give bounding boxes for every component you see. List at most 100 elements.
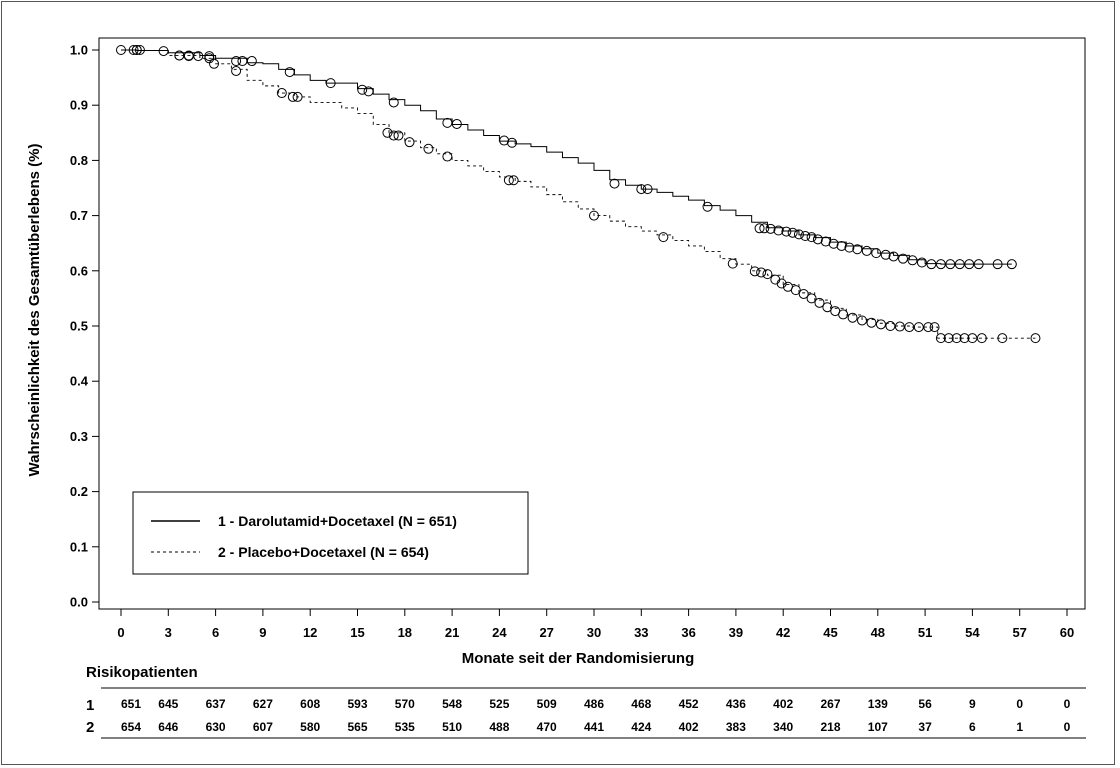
censor-mark xyxy=(935,333,946,344)
y-tick-label: 0.1 xyxy=(70,539,88,554)
censor-mark xyxy=(916,257,927,268)
legend-label-1: 1 - Darolutamid+Docetaxel (N = 651) xyxy=(218,513,457,529)
censor-mark xyxy=(806,293,817,304)
censor-mark xyxy=(404,137,415,148)
risk-value: 6 xyxy=(969,720,976,734)
risk-value: 486 xyxy=(584,697,604,711)
risk-value: 593 xyxy=(347,697,367,711)
censor-mark xyxy=(885,321,896,331)
risk-table-title: Risikopatienten xyxy=(86,664,198,681)
risk-value: 488 xyxy=(489,720,509,734)
censor-mark xyxy=(857,315,868,326)
x-tick-label: 30 xyxy=(587,625,601,640)
censor-mark xyxy=(793,229,804,240)
risk-value: 580 xyxy=(300,720,320,734)
censor-mark xyxy=(773,225,784,236)
censor-mark xyxy=(814,297,825,308)
risk-value: 107 xyxy=(868,720,888,734)
censor-mark xyxy=(727,258,738,269)
x-tick-label: 42 xyxy=(776,625,790,640)
risk-value: 436 xyxy=(726,697,746,711)
risk-value: 0 xyxy=(1016,697,1023,711)
censor-mark xyxy=(992,259,1003,270)
censor-mark xyxy=(926,259,937,270)
x-tick-label: 39 xyxy=(729,625,743,640)
censor-mark xyxy=(1030,333,1041,344)
censor-mark xyxy=(861,245,872,256)
y-tick-label: 0.8 xyxy=(70,153,88,168)
censor-mark xyxy=(844,242,855,253)
censor-mark xyxy=(609,178,620,189)
censor-mark xyxy=(388,97,399,108)
x-tick-label: 48 xyxy=(871,625,885,640)
legend-label-2: 2 - Placebo+Docetaxel (N = 654) xyxy=(218,544,429,560)
censor-mark xyxy=(393,130,404,141)
risk-value: 630 xyxy=(206,720,226,734)
censor-mark xyxy=(589,210,599,221)
censor-marks xyxy=(116,45,1041,344)
censor-mark xyxy=(292,91,303,102)
censor-mark xyxy=(158,46,169,57)
censor-mark xyxy=(776,278,787,289)
risk-value: 267 xyxy=(820,697,840,711)
risk-value: 607 xyxy=(253,720,273,734)
censor-mark xyxy=(642,184,653,195)
censor-mark xyxy=(451,118,462,129)
risk-value: 525 xyxy=(489,697,509,711)
x-tick-label: 3 xyxy=(165,625,172,640)
y-axis-title: Wahrscheinlichkeit des Gesamtüberlebens … xyxy=(26,144,43,477)
x-tick-label: 33 xyxy=(634,625,648,640)
censor-mark xyxy=(898,253,909,264)
risk-value: 139 xyxy=(868,697,888,711)
y-tick-label: 0.9 xyxy=(70,98,88,113)
risk-value: 402 xyxy=(679,720,699,734)
x-tick-label: 57 xyxy=(1012,625,1026,640)
risk-value: 535 xyxy=(395,720,415,734)
x-axis: 0 3 6 9 12 15 18 21 24 27 30 33 36 39 42 45 48 51 54 57 60 xyxy=(117,609,1074,640)
censor-mark xyxy=(442,117,453,128)
censor-mark xyxy=(754,223,765,234)
censor-mark xyxy=(852,244,863,255)
censor-mark xyxy=(976,333,987,344)
censor-mark xyxy=(923,322,934,333)
risk-value: 627 xyxy=(253,697,273,711)
plot-area-border xyxy=(98,37,1086,610)
censor-mark xyxy=(866,317,877,328)
censor-mark xyxy=(812,234,823,245)
y-tick-label: 0.0 xyxy=(70,595,88,610)
risk-value: 383 xyxy=(726,720,746,734)
x-tick-label: 9 xyxy=(259,625,266,640)
censor-mark xyxy=(636,184,647,195)
risk-values: 651 645 637 627 608 593 570 548 525 509 486 468 452 4… xyxy=(121,697,1071,734)
risk-value: 510 xyxy=(442,720,462,734)
survival-curves xyxy=(121,49,1036,339)
censor-mark xyxy=(781,226,792,237)
censor-mark xyxy=(798,288,809,299)
risk-value: 565 xyxy=(347,720,367,734)
x-axis-title: Monate seit der Randomisierung xyxy=(462,650,695,667)
y-tick-label: 0.7 xyxy=(70,208,88,223)
x-tick-label: 60 xyxy=(1060,625,1074,640)
y-axis: 0.0 0.1 0.2 0.3 0.4 0.5 0.6 0.7 0.8 0.9 1.0 xyxy=(70,43,99,610)
censor-mark xyxy=(388,130,399,141)
censor-mark xyxy=(759,223,770,234)
y-tick-label: 1.0 xyxy=(70,43,88,58)
risk-value: 646 xyxy=(158,720,178,734)
censor-mark xyxy=(836,240,847,251)
censor-mark xyxy=(508,175,519,186)
x-tick-label: 45 xyxy=(823,625,837,640)
censor-mark xyxy=(131,45,142,55)
risk-value: 441 xyxy=(584,720,604,734)
censor-mark xyxy=(423,143,434,154)
legend-box xyxy=(132,491,529,575)
censor-mark xyxy=(276,88,287,99)
x-tick-label: 54 xyxy=(965,625,980,640)
risk-value: 1 xyxy=(1016,720,1023,734)
censor-mark xyxy=(246,56,257,67)
censor-mark xyxy=(875,319,886,330)
censor-mark xyxy=(128,45,139,55)
risk-value: 509 xyxy=(537,697,557,711)
risk-value: 56 xyxy=(918,697,932,711)
censor-mark xyxy=(806,232,817,243)
